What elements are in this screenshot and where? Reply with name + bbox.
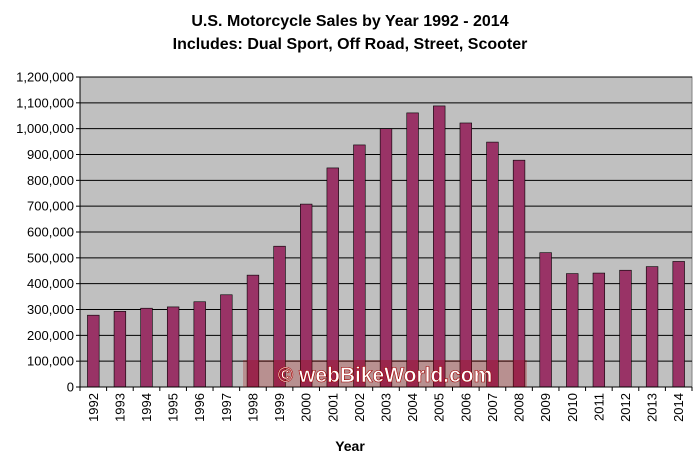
watermark: © webBikeWorld.com: [243, 360, 527, 387]
x-tick-label: 2002: [352, 393, 367, 422]
x-tick-label: 2006: [458, 393, 473, 422]
x-axis-title: Year: [335, 438, 365, 454]
bar-2003: [379, 128, 393, 388]
y-tick-label: 400,000: [27, 276, 74, 291]
bar-2001: [326, 167, 339, 388]
y-tick-label: 1,200,000: [16, 70, 74, 85]
x-tick-label: 1998: [245, 393, 260, 422]
x-tick-label: 2010: [565, 393, 580, 422]
x-tick-label: 2013: [645, 393, 660, 422]
chart-subtitle: Includes: Dual Sport, Off Road, Street, …: [173, 36, 528, 53]
x-tick-label: 1997: [219, 393, 234, 422]
y-tick-label: 700,000: [27, 199, 74, 214]
y-tick-label: 300,000: [27, 302, 74, 317]
bar-2000: [300, 203, 313, 388]
watermark-text: © webBikeWorld.com: [278, 364, 493, 387]
bar-2005: [433, 105, 446, 388]
y-tick-label: 800,000: [27, 173, 74, 188]
bar-1995: [166, 306, 180, 388]
y-tick-label: 600,000: [27, 225, 74, 240]
x-tick-label: 2005: [432, 393, 447, 422]
bar-1994: [140, 307, 153, 388]
bar-1992: [87, 314, 100, 388]
bar-2014: [672, 261, 685, 388]
bar-2002: [353, 144, 366, 388]
x-tick-label: 2003: [379, 393, 394, 422]
bar-2004: [406, 112, 419, 388]
y-tick-label: 500,000: [27, 250, 74, 265]
x-tick-label: 1995: [166, 393, 181, 422]
bar-2007: [486, 141, 499, 388]
x-tick-label: 1994: [139, 393, 154, 422]
bar-2009: [539, 252, 552, 388]
bar-2006: [459, 122, 472, 388]
bar-1996: [193, 301, 206, 388]
y-tick-label: 200,000: [27, 328, 74, 343]
x-tick-label: 2011: [591, 393, 606, 421]
y-tick-label: 100,000: [27, 354, 74, 369]
chart-title: U.S. Motorcycle Sales by Year 1992 - 201…: [191, 13, 508, 30]
y-tick-label: 1,100,000: [16, 95, 74, 110]
bar-1993: [113, 311, 127, 388]
bar-2010: [566, 273, 579, 388]
y-tick-label: 0: [67, 380, 74, 395]
y-tick-label: 900,000: [27, 147, 74, 162]
bar-1997: [220, 294, 233, 388]
bar-2011: [592, 272, 606, 388]
x-tick-label: 1993: [112, 393, 127, 422]
x-tick-label: 2007: [485, 393, 500, 422]
x-tick-label: 2001: [325, 393, 340, 422]
y-tick-label: 1,000,000: [16, 121, 74, 136]
bar-2008: [512, 159, 526, 388]
x-tick-label: 2012: [618, 393, 633, 422]
bar-2013: [645, 266, 659, 388]
x-tick-label: 2008: [512, 393, 527, 422]
x-tick-label: 2000: [299, 393, 314, 422]
x-tick-label: 1992: [86, 393, 101, 422]
watermark-background: [243, 360, 527, 387]
x-tick-label: 2004: [405, 393, 420, 422]
x-tick-label: 1999: [272, 393, 287, 422]
x-tick-label: 1996: [192, 393, 207, 422]
x-tick-label: 2009: [538, 393, 553, 422]
x-tick-label: 2014: [671, 393, 686, 422]
bar-2012: [619, 269, 632, 388]
